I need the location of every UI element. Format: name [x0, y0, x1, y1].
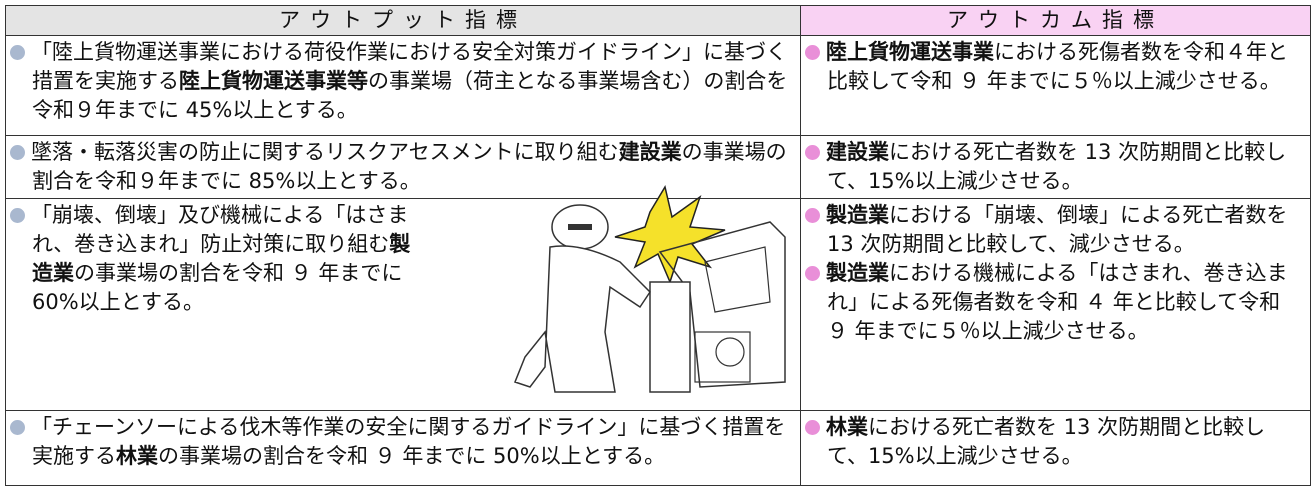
- text-run: 製造業: [826, 261, 889, 285]
- text-run: 製造業: [32, 232, 411, 285]
- table-body: 「陸上貨物運送事業における荷役作業における安全対策ガイドライン」に基づく措置を実…: [5, 35, 1311, 486]
- page: アウトプット指標 アウトカム指標 「陸上貨物運送事業における荷役作業における安全…: [5, 5, 1311, 486]
- bullet: [805, 145, 820, 160]
- paragraph: 墜落・転落災害の防止に関するリスクアセスメントに取り組む建設業の事業場の割合を令…: [10, 138, 794, 196]
- text-run: 建設業: [618, 140, 682, 164]
- bullet: [805, 208, 820, 223]
- text-run: の事業場（荷主となる事業場含む）の割合を令和９年までに 45%以上とする。: [32, 69, 788, 122]
- output-cell: 「チェーンソーによる伐木等作業の安全に関するガイドライン」に基づく措置を実施する…: [5, 410, 801, 486]
- bullet: [805, 266, 820, 281]
- header-outcome: アウトカム指標: [800, 5, 1311, 36]
- paragraph: 陸上貨物運送事業における死傷者数を令和４年と比較して令和 ９ 年までに５％以上減…: [805, 38, 1304, 96]
- text-run: における死亡者数を 13 次防期間と比較して、15%以上減少させる。: [827, 140, 1287, 193]
- paragraph: 建設業における死亡者数を 13 次防期間と比較して、15%以上減少させる。: [805, 138, 1304, 196]
- text-run: 林業: [116, 444, 158, 468]
- paragraph: 「崩壊、倒壊」及び機械による「はさまれ、巻き込まれ」防止対策に取り組む製造業の事…: [10, 201, 417, 317]
- text-run: 「陸上貨物運送事業における荷役作業における安全対策ガイドライン」に基づく措置を実…: [31, 40, 787, 93]
- text-run: 陸上貨物運送事業: [826, 40, 994, 64]
- text-run: 「崩壊、倒壊」及び機械による「はさまれ、巻き込まれ」防止対策に取り組む: [31, 203, 409, 256]
- outcome-cell: 林業における死亡者数を 13 次防期間と比較して、15%以上減少させる。: [800, 410, 1311, 486]
- outcome-cell: 建設業における死亡者数を 13 次防期間と比較して、15%以上減少させる。: [800, 135, 1311, 199]
- text-run: の事業場の割合を令和 ９ 年までに 50%以上とする。: [158, 444, 666, 468]
- table-row: 「チェーンソーによる伐木等作業の安全に関するガイドライン」に基づく措置を実施する…: [5, 410, 1311, 486]
- bullet: [10, 420, 25, 435]
- text-run: における死傷者数を令和４年と比較して令和 ９ 年までに５％以上減少させる。: [827, 40, 1288, 93]
- output-cell: 「陸上貨物運送事業における荷役作業における安全対策ガイドライン」に基づく措置を実…: [5, 35, 801, 136]
- text-run: 建設業: [826, 140, 889, 164]
- table-row: 墜落・転落災害の防止に関するリスクアセスメントに取り組む建設業の事業場の割合を令…: [5, 135, 1311, 199]
- text-run: 林業: [826, 415, 868, 439]
- paragraph: 製造業における機械による「はさまれ、巻き込まれ」による死傷者数を令和 ４ 年と比…: [805, 259, 1304, 346]
- illustration: [514, 185, 786, 393]
- text-run: の事業場の割合を令和 ９ 年までに 60%以上とする。: [32, 261, 403, 314]
- text-run: の事業場の割合を令和９年までに 85%以上とする。: [32, 140, 787, 193]
- bullet: [10, 208, 25, 223]
- paragraph: 「陸上貨物運送事業における荷役作業における安全対策ガイドライン」に基づく措置を実…: [10, 38, 794, 125]
- text-run: における「崩壊、倒壊」による死亡者数を 13 次防期間と比較して、減少させる。: [827, 203, 1288, 256]
- indicator-table: アウトプット指標 アウトカム指標 「陸上貨物運送事業における荷役作業における安全…: [5, 5, 1311, 486]
- text-run: 墜落・転落災害の防止に関するリスクアセスメントに取り組む: [31, 140, 619, 164]
- text-run: における死亡者数を 13 次防期間と比較して、15%以上減少させる。: [827, 415, 1266, 468]
- table-row: 「陸上貨物運送事業における荷役作業における安全対策ガイドライン」に基づく措置を実…: [5, 35, 1311, 136]
- text-run: 陸上貨物運送事業等: [179, 69, 368, 93]
- paragraph: 林業における死亡者数を 13 次防期間と比較して、15%以上減少させる。: [805, 413, 1304, 471]
- bullet: [10, 145, 25, 160]
- header-output: アウトプット指標: [5, 5, 801, 36]
- bullet: [10, 45, 25, 60]
- paragraph: 製造業における「崩壊、倒壊」による死亡者数を 13 次防期間と比較して、減少させ…: [805, 201, 1304, 259]
- text-run: における機械による「はさまれ、巻き込まれ」による死傷者数を令和 ４ 年と比較して…: [827, 261, 1288, 343]
- outcome-cell: 陸上貨物運送事業における死傷者数を令和４年と比較して令和 ９ 年までに５％以上減…: [800, 35, 1311, 136]
- text-run: 「チェーンソーによる伐木等作業の安全に関するガイドライン」に基づく措置を実施する: [31, 415, 786, 468]
- output-cell: 墜落・転落災害の防止に関するリスクアセスメントに取り組む建設業の事業場の割合を令…: [5, 135, 801, 199]
- bullet: [805, 420, 820, 435]
- paragraph: 「チェーンソーによる伐木等作業の安全に関するガイドライン」に基づく措置を実施する…: [10, 413, 794, 471]
- header-row: アウトプット指標 アウトカム指標: [5, 5, 1311, 36]
- bullet: [805, 45, 820, 60]
- text-run: 製造業: [826, 203, 889, 227]
- outcome-cell: 製造業における「崩壊、倒壊」による死亡者数を 13 次防期間と比較して、減少させ…: [800, 198, 1311, 411]
